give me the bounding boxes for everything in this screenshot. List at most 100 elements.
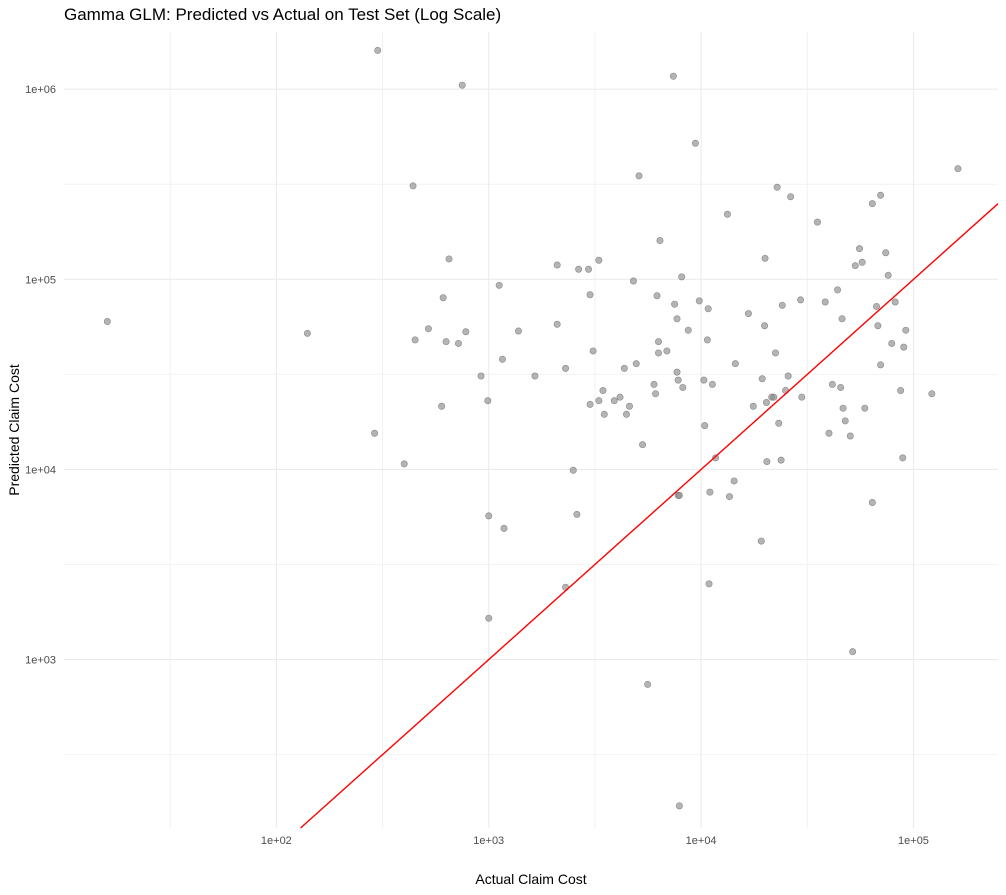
data-point (103, 318, 111, 326)
data-point (849, 648, 857, 656)
data-point (400, 460, 408, 468)
data-point (678, 273, 686, 281)
data-point (704, 305, 712, 313)
data-point (585, 265, 593, 273)
data-point (874, 322, 882, 330)
y-tick-label: 1e+03 (25, 655, 56, 667)
data-point (884, 271, 892, 279)
data-point (888, 339, 896, 347)
data-point (675, 491, 683, 499)
data-point (650, 380, 658, 388)
data-point (622, 410, 630, 418)
data-point (462, 328, 470, 336)
data-point (723, 210, 731, 218)
data-point (477, 372, 485, 380)
data-point (868, 499, 876, 507)
data-point (771, 349, 779, 357)
data-point (424, 325, 432, 333)
data-point (798, 393, 806, 401)
data-point (763, 458, 771, 466)
data-point (485, 614, 493, 622)
data-point (655, 349, 663, 357)
data-point (762, 398, 770, 406)
data-point (684, 326, 692, 334)
data-point (877, 361, 885, 369)
data-point (411, 336, 419, 344)
data-point (712, 454, 720, 462)
data-point (891, 298, 899, 306)
data-point (902, 326, 910, 334)
data-point (928, 390, 936, 398)
data-point (851, 262, 859, 270)
data-point (749, 402, 757, 410)
data-point (656, 237, 664, 245)
data-point (495, 281, 503, 289)
data-point (701, 422, 709, 430)
data-point (409, 182, 417, 190)
data-point (600, 410, 608, 418)
data-point (569, 466, 577, 474)
data-point (653, 292, 661, 300)
data-point (787, 193, 795, 201)
data-points (103, 46, 962, 810)
data-point (644, 680, 652, 688)
data-point (691, 139, 699, 147)
data-point (599, 387, 607, 395)
data-point (778, 301, 786, 309)
x-tick-label: 1e+04 (686, 835, 717, 847)
data-point (374, 46, 382, 54)
data-point (595, 397, 603, 405)
data-point (825, 429, 833, 437)
data-point (620, 364, 628, 372)
data-point (445, 255, 453, 263)
data-point (782, 387, 790, 395)
data-point (632, 360, 640, 368)
data-point (813, 218, 821, 226)
chart-title: Gamma GLM: Predicted vs Actual on Test S… (64, 5, 502, 24)
data-point (485, 512, 493, 520)
y-tick-label: 1e+06 (25, 84, 56, 96)
data-point (821, 298, 829, 306)
data-point (439, 294, 447, 302)
data-point (454, 339, 462, 347)
data-point (761, 254, 769, 262)
data-point (770, 393, 778, 401)
x-tick-label: 1e+02 (261, 835, 292, 847)
data-point (695, 297, 703, 305)
minor-gridlines (64, 32, 998, 828)
data-point (573, 510, 581, 518)
data-point (498, 355, 506, 363)
data-point (954, 165, 962, 173)
data-point (514, 327, 522, 335)
reference-line-group (300, 203, 999, 829)
data-point (531, 372, 539, 380)
x-tick-labels: 1e+02 1e+03 1e+04 1e+05 (261, 835, 929, 847)
data-point (484, 397, 492, 405)
data-point (553, 261, 561, 269)
data-point (635, 172, 643, 180)
data-point (877, 191, 885, 199)
data-point (839, 404, 847, 412)
x-axis-label: Actual Claim Cost (475, 871, 587, 887)
data-point (838, 315, 846, 323)
data-point (616, 393, 624, 401)
x-tick-label: 1e+03 (473, 835, 504, 847)
data-point (897, 387, 905, 395)
data-point (846, 432, 854, 440)
data-point (841, 417, 849, 425)
reference-line (300, 203, 999, 829)
data-point (303, 329, 311, 337)
data-point (438, 402, 446, 410)
data-point (837, 383, 845, 391)
data-point (610, 397, 618, 405)
data-point (595, 256, 603, 264)
data-point (725, 493, 733, 501)
data-point (873, 302, 881, 310)
data-point (553, 320, 561, 328)
data-point (655, 338, 663, 346)
y-tick-label: 1e+04 (25, 464, 56, 476)
major-gridlines (64, 32, 998, 828)
data-point (899, 454, 907, 462)
data-point (639, 441, 647, 449)
